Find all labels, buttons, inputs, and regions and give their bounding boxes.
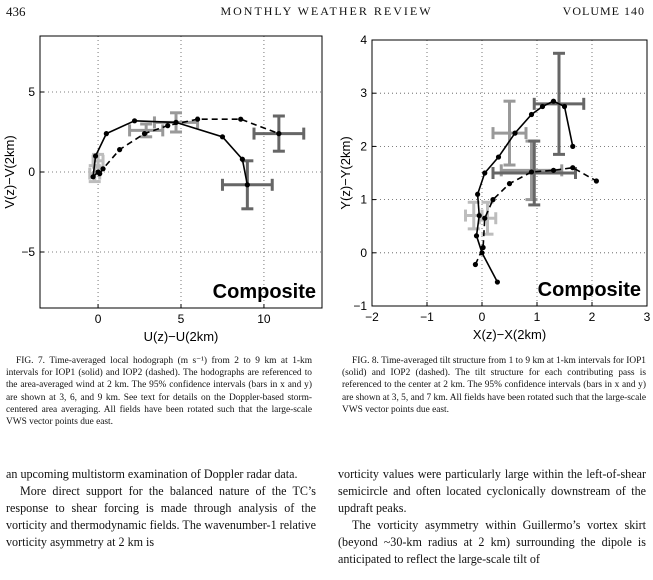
y-tick-label: −5	[21, 245, 35, 259]
figure-8-caption: FIG. 8. Time-averaged tilt structure fro…	[342, 356, 646, 415]
composite-label: Composite	[213, 281, 316, 303]
paragraph: vorticity values were particularly large…	[338, 467, 646, 515]
x-tick-label: 2	[589, 310, 596, 324]
y-tick-label: 0	[360, 246, 367, 260]
data-point	[276, 131, 282, 137]
journal-name: MONTHLY WEATHER REVIEW	[220, 4, 433, 18]
x-tick-label: 0	[95, 312, 102, 326]
figure-7-hodograph: 0 5 10 −5 0 5 U(z)−U(2km) V(z)−V(2km) Composite	[2, 35, 323, 344]
paragraph: The vorticity asymmetry within Guillermo…	[338, 518, 646, 566]
data-point	[570, 165, 576, 171]
error-bar	[128, 122, 165, 139]
page-number: 436	[6, 4, 26, 19]
data-point	[475, 191, 481, 197]
data-point	[244, 182, 250, 188]
data-point	[482, 170, 488, 176]
paragraph: an upcoming multistorm examination of Do…	[6, 467, 298, 481]
x-tick-label: 1	[534, 310, 541, 324]
y-tick-label: −1	[353, 299, 367, 313]
data-point	[550, 167, 557, 173]
y-tick-label: 5	[28, 85, 35, 99]
data-point	[141, 131, 148, 137]
page-header: 436 MONTHLY WEATHER REVIEW VOLUME 140	[0, 4, 653, 24]
data-point	[476, 212, 482, 219]
paragraph: More direct support for the balanced nat…	[6, 484, 316, 549]
data-point	[528, 111, 535, 118]
composite-label: Composite	[538, 279, 641, 301]
data-point	[473, 233, 480, 239]
data-point	[490, 197, 496, 203]
data-point	[550, 98, 557, 104]
y-tick-label: 4	[360, 33, 367, 47]
error-bar	[491, 139, 577, 207]
x-tick-label: −2	[365, 310, 379, 324]
data-point	[494, 279, 500, 285]
y-tick-label: 3	[360, 86, 367, 100]
data-point	[570, 143, 576, 149]
x-tick-label: −1	[420, 310, 434, 324]
data-point	[472, 261, 478, 268]
data-point	[219, 134, 226, 140]
x-axis-label: X(z)−X(2km)	[473, 327, 546, 342]
data-point	[539, 103, 546, 110]
data-point	[165, 123, 171, 129]
data-point	[92, 153, 99, 159]
y-tick-label: 0	[28, 165, 35, 179]
error-bar	[491, 99, 528, 167]
volume-label: VOLUME 140	[562, 4, 645, 18]
data-point	[506, 181, 513, 187]
x-axis-label: U(z)−U(2km)	[144, 329, 219, 344]
data-point	[528, 169, 535, 175]
data-point	[593, 178, 599, 184]
x-tick-label: 10	[257, 312, 271, 326]
y-axis-label: V(z)−V(2km)	[2, 135, 17, 208]
data-point	[131, 118, 138, 124]
data-point	[194, 116, 201, 122]
data-point	[482, 215, 488, 221]
data-point	[561, 103, 568, 110]
figure-8-tilt: −2 −1 0 1 2 3−101234X(z)−X(2km)Y(z)−Y(2km)Com…	[338, 33, 651, 342]
data-point	[512, 130, 518, 136]
data-point	[480, 244, 486, 251]
body-text-right: vorticity values were particularly large…	[338, 466, 646, 568]
data-point	[100, 166, 106, 172]
y-tick-label: 1	[360, 193, 367, 207]
data-point	[90, 174, 96, 180]
data-point	[239, 156, 245, 162]
axes-frame	[371, 39, 648, 307]
data-point	[117, 147, 123, 153]
x-tick-label: 3	[644, 310, 651, 324]
data-point	[495, 154, 502, 160]
x-tick-label: 5	[178, 312, 185, 326]
data-point	[238, 116, 244, 122]
data-point	[103, 131, 109, 137]
y-tick-label: 2	[360, 139, 367, 153]
data-point	[97, 171, 103, 177]
x-tick-label: 0	[479, 310, 486, 324]
iop2-dashed-line	[99, 118, 280, 175]
y-axis-label: Y(z)−Y(2km)	[338, 136, 353, 209]
body-text-left: an upcoming multistorm examination of Do…	[6, 466, 316, 551]
figure-7-caption: FIG. 7. Time-averaged local hodograph (m…	[6, 356, 312, 428]
